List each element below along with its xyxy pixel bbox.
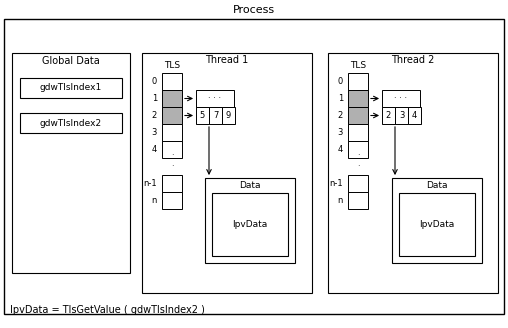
Bar [196, 90, 234, 107]
Text: 4: 4 [152, 145, 157, 154]
Text: 3: 3 [399, 111, 404, 120]
Bar [162, 73, 182, 90]
Text: ·
·
·: · · · [357, 152, 359, 181]
Text: 2: 2 [152, 111, 157, 120]
Text: n: n [338, 196, 343, 205]
Text: 2: 2 [338, 111, 343, 120]
Text: 0: 0 [152, 77, 157, 86]
Text: 3: 3 [338, 128, 343, 137]
Text: Thread 2: Thread 2 [391, 55, 435, 65]
Bar [205, 178, 295, 263]
Text: IpvData: IpvData [232, 220, 268, 229]
Text: Data: Data [426, 181, 448, 191]
Text: 4: 4 [412, 111, 417, 120]
Text: · · ·: · · · [394, 94, 407, 103]
Bar [162, 90, 182, 107]
Text: IpvData = TlsGetValue ( gdwTlsIndex2 ): IpvData = TlsGetValue ( gdwTlsIndex2 ) [10, 305, 205, 315]
Text: ·
·
·: · · · [171, 152, 173, 181]
Bar [212, 193, 288, 256]
Bar [142, 53, 312, 293]
Text: Global Data: Global Data [42, 56, 100, 66]
Bar [348, 90, 368, 107]
Bar [196, 107, 209, 124]
Bar [162, 107, 182, 124]
Bar [399, 193, 475, 256]
Text: Process: Process [233, 5, 275, 15]
Bar [392, 178, 482, 263]
Bar [408, 107, 421, 124]
Bar [20, 78, 122, 98]
Bar [395, 107, 408, 124]
Text: 9: 9 [226, 111, 231, 120]
Bar [162, 192, 182, 209]
Text: Thread 1: Thread 1 [205, 55, 248, 65]
Bar [162, 175, 182, 192]
Bar [162, 141, 182, 158]
Text: 2: 2 [386, 111, 391, 120]
Text: n: n [151, 196, 157, 205]
Text: 7: 7 [213, 111, 218, 120]
Text: n-1: n-1 [329, 179, 343, 188]
Text: Data: Data [239, 181, 261, 191]
Text: 0: 0 [338, 77, 343, 86]
Bar [348, 141, 368, 158]
Bar [222, 107, 235, 124]
Bar [162, 124, 182, 141]
Text: gdwTlsIndex1: gdwTlsIndex1 [40, 84, 102, 92]
Bar [382, 107, 395, 124]
Text: IpvData: IpvData [420, 220, 455, 229]
Bar [348, 192, 368, 209]
Bar [328, 53, 498, 293]
Bar [4, 19, 504, 314]
Text: n-1: n-1 [143, 179, 157, 188]
Bar [209, 107, 222, 124]
Text: · · ·: · · · [208, 94, 221, 103]
Bar [20, 113, 122, 133]
Text: TLS: TLS [164, 60, 180, 70]
Text: 1: 1 [152, 94, 157, 103]
Bar [382, 90, 420, 107]
Bar [348, 107, 368, 124]
Text: 1: 1 [338, 94, 343, 103]
Bar [348, 124, 368, 141]
Text: TLS: TLS [350, 60, 366, 70]
Bar [348, 73, 368, 90]
Bar [348, 175, 368, 192]
Text: 5: 5 [200, 111, 205, 120]
Text: 3: 3 [151, 128, 157, 137]
Bar [12, 53, 130, 273]
Text: gdwTlsIndex2: gdwTlsIndex2 [40, 118, 102, 128]
Text: 4: 4 [338, 145, 343, 154]
